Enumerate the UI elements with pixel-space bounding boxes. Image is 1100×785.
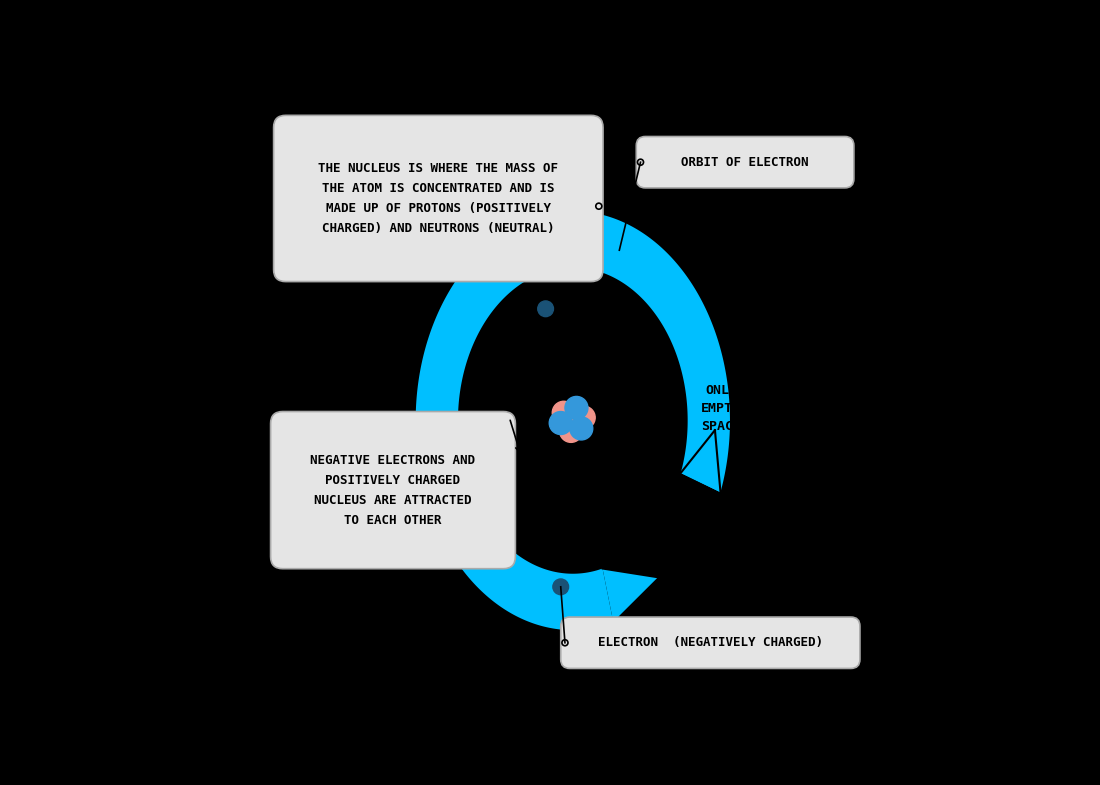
Text: THE NUCLEUS IS WHERE THE MASS OF
THE ATOM IS CONCENTRATED AND IS
MADE UP OF PROT: THE NUCLEUS IS WHERE THE MASS OF THE ATO… xyxy=(318,162,559,235)
Text: ELECTRON  (NEGATIVELY CHARGED): ELECTRON (NEGATIVELY CHARGED) xyxy=(597,636,823,649)
Polygon shape xyxy=(416,211,730,630)
FancyBboxPatch shape xyxy=(274,115,603,282)
Text: NEGATIVE ELECTRONS AND
POSITIVELY CHARGED
NUCLEUS ARE ATTRACTED
TO EACH OTHER: NEGATIVE ELECTRONS AND POSITIVELY CHARGE… xyxy=(310,454,475,527)
FancyBboxPatch shape xyxy=(561,617,860,669)
Circle shape xyxy=(549,411,572,435)
Circle shape xyxy=(552,401,575,424)
Text: ONLY
EMPTY
SPACE: ONLY EMPTY SPACE xyxy=(701,384,741,433)
Text: ORBIT OF ELECTRON: ORBIT OF ELECTRON xyxy=(681,155,808,169)
Circle shape xyxy=(553,579,569,595)
Circle shape xyxy=(538,301,553,316)
Circle shape xyxy=(290,416,306,432)
Polygon shape xyxy=(603,568,659,623)
Circle shape xyxy=(560,419,583,443)
FancyBboxPatch shape xyxy=(636,137,854,188)
Circle shape xyxy=(565,396,587,419)
FancyBboxPatch shape xyxy=(271,411,516,568)
Polygon shape xyxy=(681,430,720,492)
Circle shape xyxy=(572,406,595,429)
Circle shape xyxy=(570,417,593,440)
